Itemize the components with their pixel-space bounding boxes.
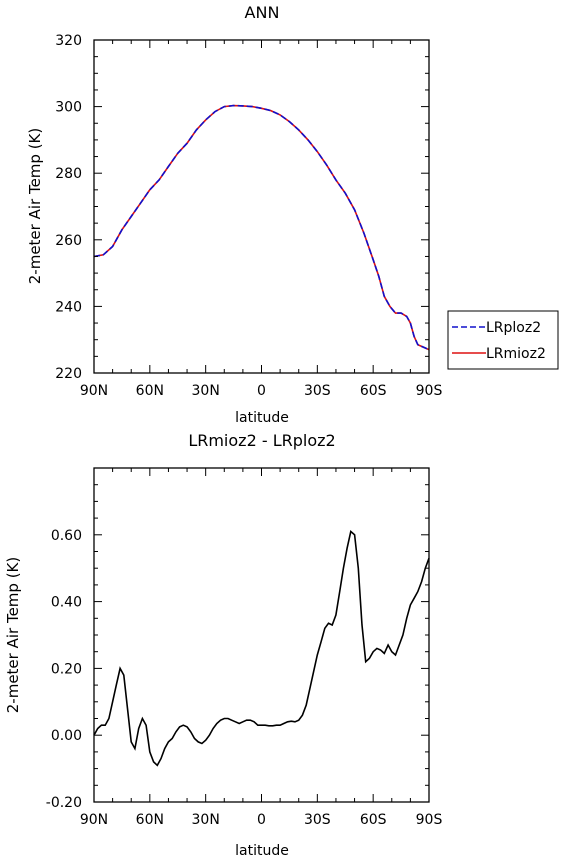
- x-tick-label: 0: [257, 812, 266, 828]
- x-tick-label: 90S: [416, 383, 443, 399]
- legend-label-lrploz2: LRploz2: [486, 320, 541, 336]
- legend-box: [447, 310, 559, 370]
- y-tick-label: 280: [55, 166, 82, 182]
- y-tick-label: 0.20: [51, 661, 82, 677]
- series-group: [93, 530, 430, 767]
- y-tick-label: 300: [55, 100, 82, 116]
- x-tick-label: 60S: [360, 812, 387, 828]
- y-axis-label: 2-meter Air Temp (K): [26, 128, 44, 285]
- x-tick-label: 90S: [416, 812, 443, 828]
- series-group: [93, 104, 430, 351]
- series-line-lrploz2: [93, 104, 430, 351]
- x-tick-label: 60N: [136, 812, 164, 828]
- x-tick-label: 60N: [136, 383, 164, 399]
- x-axis-label: latitude: [235, 410, 289, 426]
- legend-label-lrmioz2: LRmioz2: [486, 346, 546, 362]
- y-tick-label: 320: [55, 33, 82, 49]
- x-tick-label: 30S: [304, 383, 331, 399]
- x-tick-label: 30N: [192, 383, 220, 399]
- y-tick-label: 0.60: [51, 528, 82, 544]
- y-tick-label: 260: [55, 233, 82, 249]
- x-tick-label: 30S: [304, 812, 331, 828]
- chart-title: LRmioz2 - LRploz2: [188, 431, 335, 450]
- y-tick-label: 240: [55, 299, 82, 315]
- x-tick-label: 90N: [80, 383, 108, 399]
- y-tick-label: 0.00: [51, 728, 82, 744]
- x-tick-label: 30N: [192, 812, 220, 828]
- legend: LRploz2 LRmioz2: [447, 310, 559, 370]
- chart-annual-temperature: ANN 220 240 260 280 300 320 90N 60N 30N 0 30S 60S 9…: [26, 3, 559, 426]
- chart-difference: LRmioz2 - LRploz2 -0.200.000.200.400.60 …: [4, 431, 442, 859]
- x-tick-label: 90N: [80, 812, 108, 828]
- x-axis-label: latitude: [235, 843, 289, 859]
- y-tick-label: 220: [55, 366, 82, 382]
- y-tick-label: 0.40: [51, 595, 82, 611]
- series-line-difference: [93, 530, 430, 767]
- y-tick-label: -0.20: [46, 795, 82, 811]
- y-axis-label: 2-meter Air Temp (K): [4, 557, 22, 714]
- chart-title: ANN: [245, 3, 280, 22]
- x-tick-label: 0: [257, 383, 266, 399]
- x-tick-label: 60S: [360, 383, 387, 399]
